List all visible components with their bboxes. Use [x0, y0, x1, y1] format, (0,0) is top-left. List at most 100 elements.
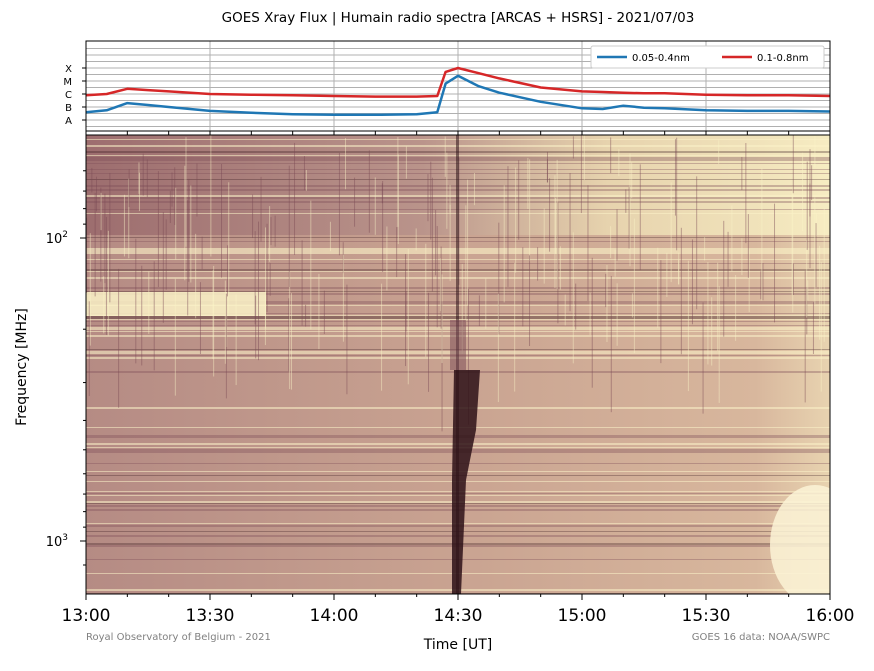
spectrogram-streak: [431, 177, 433, 292]
spectrogram-streak: [199, 282, 201, 355]
spectrogram-streak: [707, 262, 709, 365]
spectrogram-streak: [185, 137, 187, 247]
spectrogram-streak: [226, 245, 228, 297]
spectrogram-streak: [625, 189, 627, 213]
spectrogram-streak: [527, 157, 529, 210]
spectrogram-streak: [260, 176, 262, 242]
spectrogram-streak: [157, 171, 159, 288]
spectrogram-streak: [444, 136, 446, 177]
spectrogram-streak: [439, 258, 441, 312]
spectrogram-streak: [142, 153, 144, 196]
spectrogram-streak: [631, 293, 633, 318]
spectrogram-streak: [761, 168, 763, 301]
spectrogram-streak: [397, 136, 399, 227]
spectrogram-streak: [711, 297, 713, 366]
spectrogram-streak: [174, 278, 176, 396]
spectrogram-streak: [678, 252, 680, 285]
spectrogram-streak: [225, 293, 227, 399]
spectrogram-streak: [405, 291, 407, 332]
spectrogram-streak: [148, 271, 150, 334]
spectrogram-streak: [564, 294, 566, 326]
spectrogram-streak: [741, 238, 743, 276]
spectrogram-streak: [809, 149, 811, 269]
spectrogram-streak: [610, 226, 612, 259]
spectrogram-streak: [485, 278, 487, 329]
spectrogram-streak: [212, 270, 214, 360]
spectrogram-streak: [405, 146, 407, 179]
spectrogram-streak: [374, 177, 376, 235]
spectrogram-streak: [616, 283, 618, 346]
spectrogram-streak: [762, 263, 764, 301]
spectrogram-streak: [342, 254, 344, 342]
time-axis-ticks: 13:00 13:30 14:00 14:30 15:00 15:30 16:00: [62, 131, 855, 626]
spectrogram-streak: [141, 265, 143, 366]
spectrogram-streak: [228, 182, 230, 315]
time-tick-label: 16:00: [806, 606, 855, 626]
time-tick-label: 13:00: [62, 606, 111, 626]
spectrogram-streak: [305, 169, 307, 191]
spectrogram-streak: [792, 186, 794, 313]
spectrogram-streak: [407, 248, 409, 385]
spectrogram-streak: [606, 265, 608, 342]
spectrogram-streak: [498, 222, 500, 335]
flare-class-label: X: [65, 64, 72, 75]
spectrogram-streak: [718, 286, 720, 403]
spectrogram-streak: [569, 172, 571, 312]
spectrogram-streak: [503, 185, 505, 303]
spectrogram-streak: [187, 200, 189, 316]
spectrogram-streak: [346, 284, 348, 395]
series-line-0.05-0.4nm: [85, 74, 831, 117]
spectrogram-streak: [305, 304, 307, 327]
spectrogram-streak: [823, 207, 825, 342]
spectrogram-streak: [165, 219, 167, 290]
spectrogram-streak: [723, 220, 725, 337]
spectrogram-streak: [580, 135, 582, 214]
spectrogram-streak: [633, 218, 635, 354]
spectrogram-streak: [804, 270, 806, 403]
spectrogram-streak: [809, 183, 811, 217]
spectrogram-streak: [514, 262, 516, 392]
xray-legend: 0.05-0.4nm 0.1-0.8nm: [590, 45, 825, 69]
spectrogram-streak: [680, 227, 682, 355]
time-tick-label: 15:00: [558, 606, 607, 626]
spectrogram-streak: [468, 288, 470, 425]
spectrogram-streak: [543, 208, 545, 284]
spectrogram-streak: [806, 286, 808, 335]
spectrogram-streak: [184, 165, 186, 281]
spectrogram-streak: [587, 185, 589, 301]
spectrogram-streak: [100, 187, 102, 282]
spectrogram-streak: [741, 156, 743, 191]
spectrogram-streak: [802, 152, 804, 231]
spectrogram-streak: [529, 255, 531, 347]
spectrogram-streak: [318, 273, 320, 350]
spectrogram-streak: [554, 175, 556, 289]
spectrogram-streak: [224, 280, 226, 364]
spectrogram-streak: [806, 239, 808, 318]
legend-label-soft: 0.05-0.4nm: [632, 53, 690, 64]
spectrogram-streak: [727, 231, 729, 287]
spectrogram-streak: [270, 217, 272, 246]
spectrogram-streak: [146, 159, 148, 198]
spectrogram-streak: [100, 192, 102, 231]
spectrogram-streak: [549, 178, 551, 252]
spectrogram-streak: [556, 159, 558, 290]
legend-label-hard: 0.1-0.8nm: [757, 53, 809, 64]
spectrogram-streak: [105, 216, 107, 335]
spectrogram-streak: [819, 245, 821, 340]
spectrogram-streak: [221, 163, 223, 278]
spectrogram-streak: [96, 176, 98, 212]
spectrogram-streak: [162, 212, 164, 323]
burst-body: [452, 370, 480, 594]
spectrogram-streak: [288, 298, 290, 372]
spectrogram-streak: [201, 236, 203, 270]
credit-goes-data: GOES 16 data: NOAA/SWPC: [691, 632, 830, 643]
spectrogram-streak: [428, 292, 430, 392]
spectrogram-streak: [171, 172, 173, 207]
time-tick-label: 13:30: [186, 606, 235, 626]
spectrogram-streak: [235, 294, 237, 386]
spectrogram-streak: [289, 271, 291, 390]
flare-class-label: B: [65, 103, 72, 114]
spectrogram-streak: [397, 154, 399, 245]
spectrogram-streak: [704, 237, 706, 261]
